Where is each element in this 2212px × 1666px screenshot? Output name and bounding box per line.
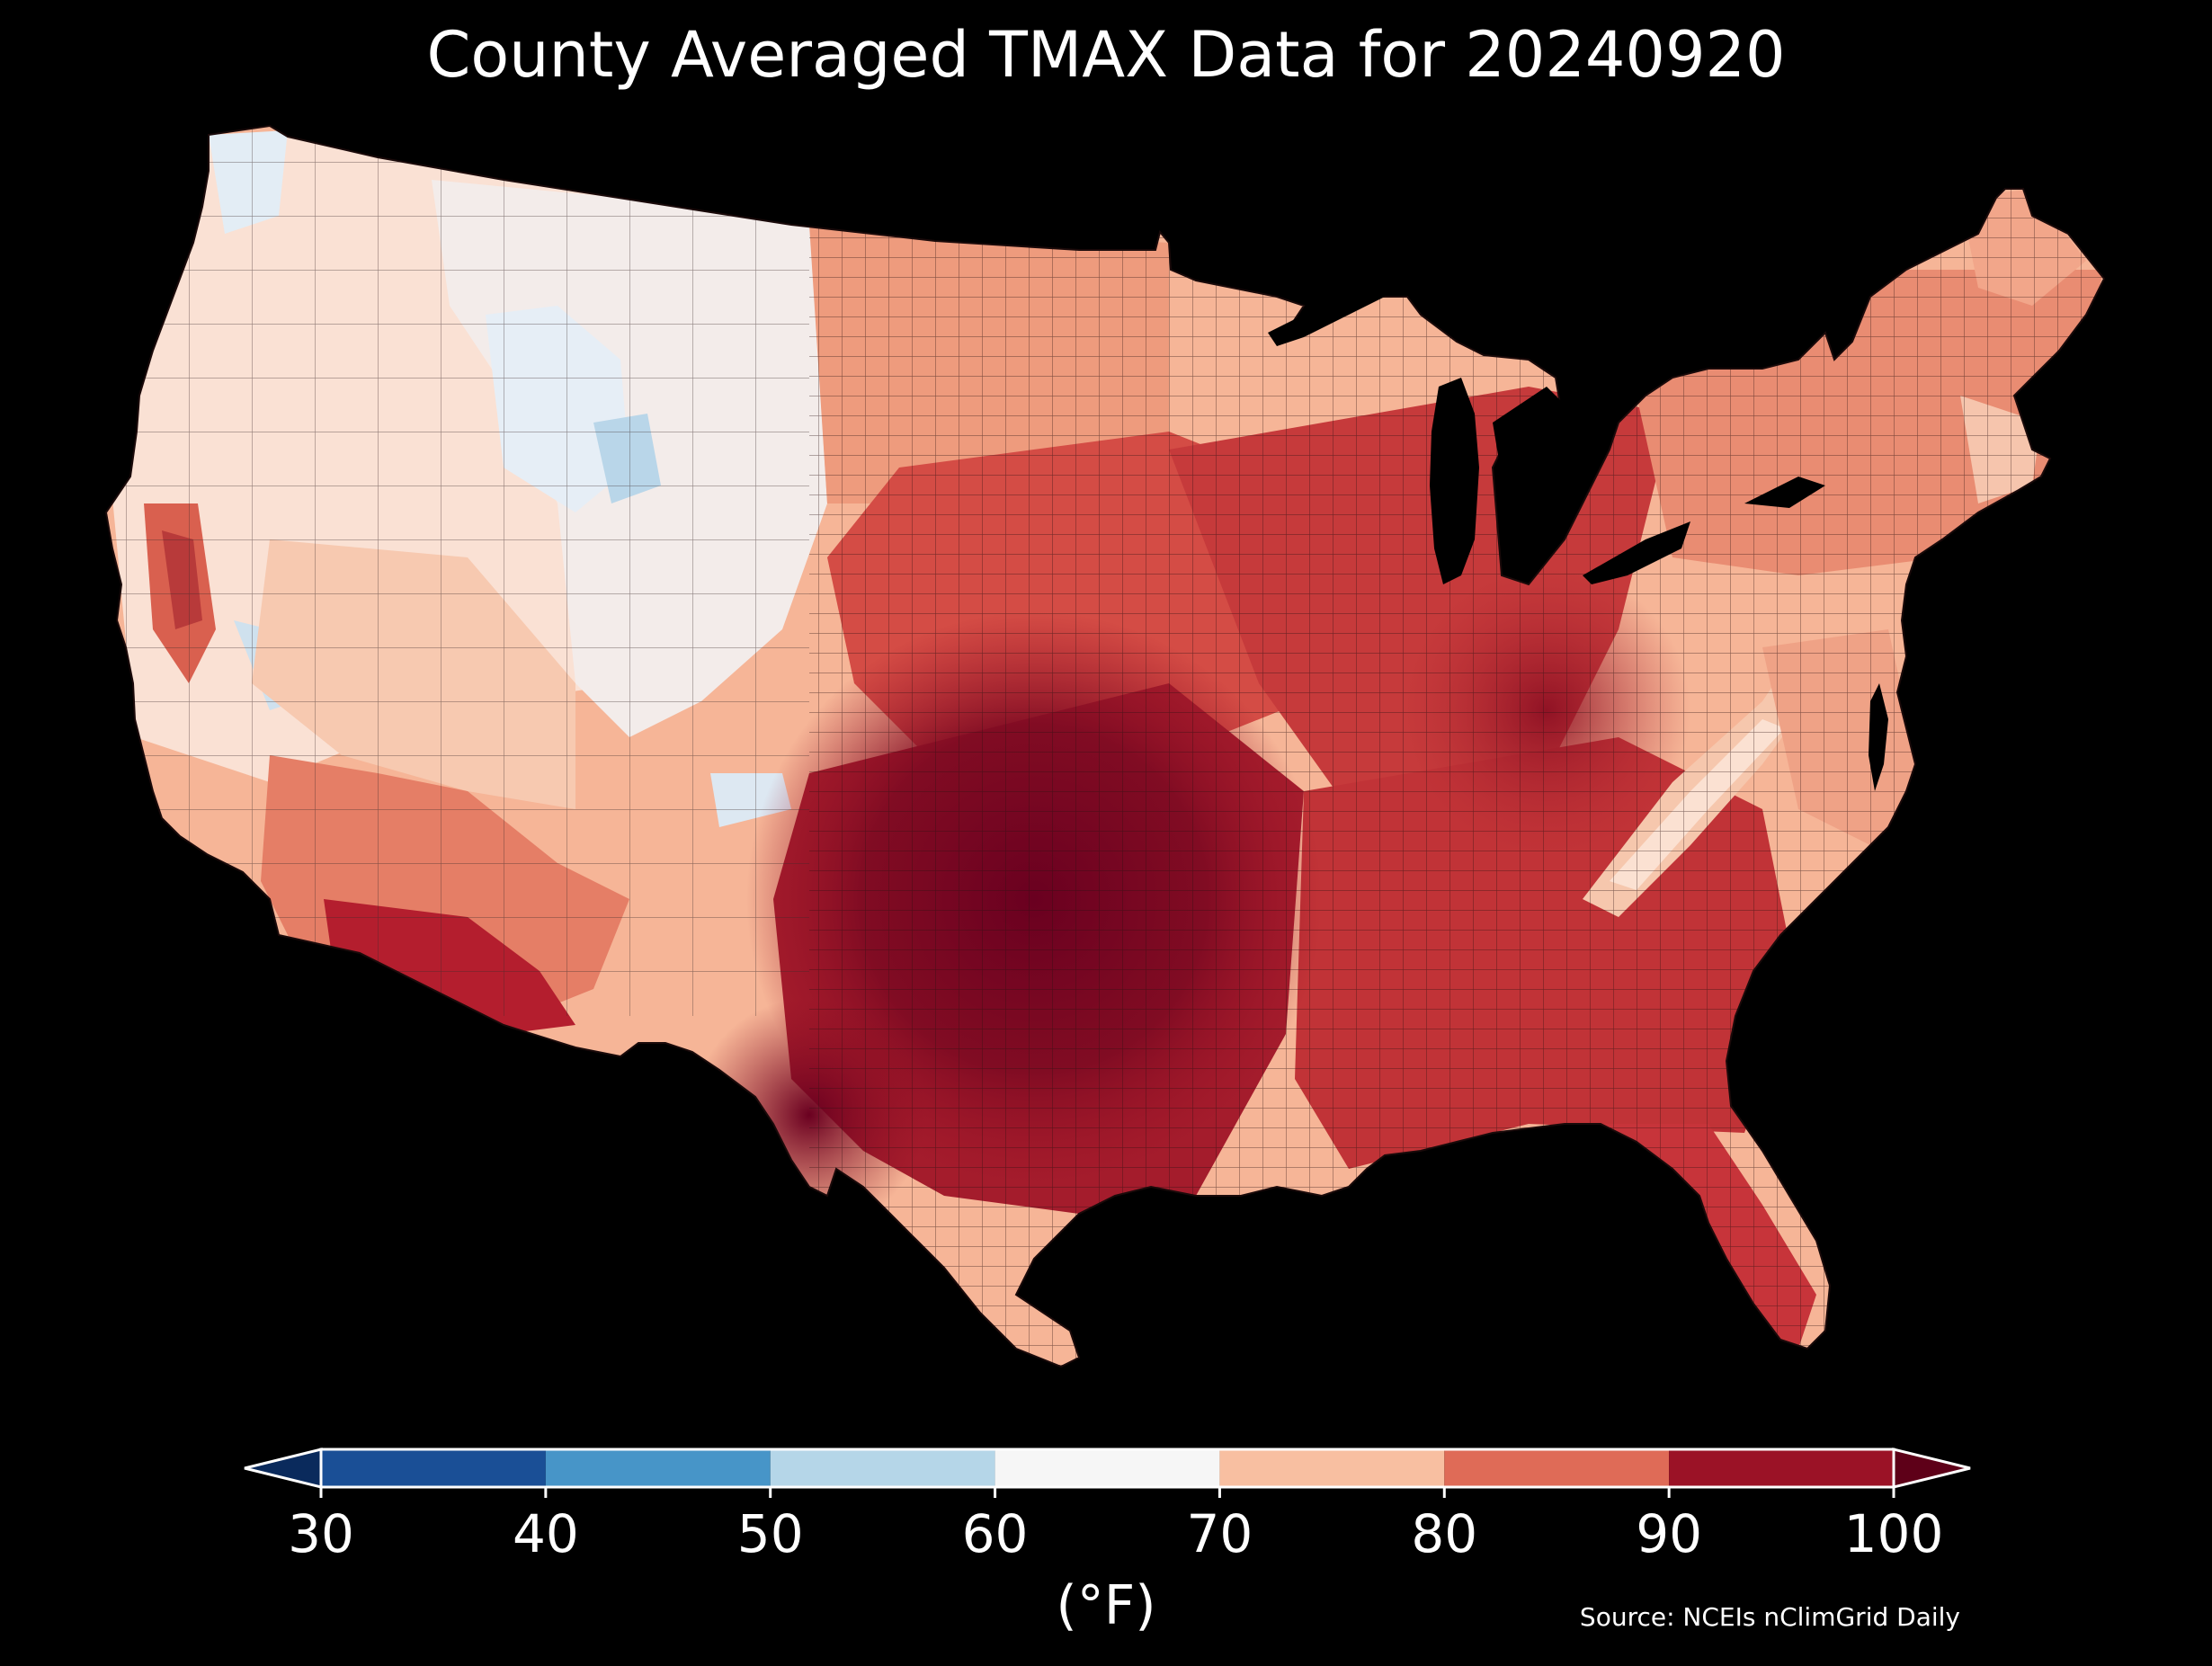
colorbar-under-triangle [244,1448,323,1489]
colorbar-frame [319,1448,1895,1489]
great-lakes [1268,288,1888,791]
colorbar-bin-60-70 [995,1449,1220,1487]
colorbar-tick-label: 100 [1844,1503,1944,1564]
colorbar-bin-40-50 [545,1449,771,1487]
colorbar-bin-30-40 [321,1449,546,1487]
colorbar-bin-80-90 [1444,1449,1670,1487]
colorbar-unit-label: (°F) [1056,1574,1156,1637]
colorbar-tick-label: 90 [1636,1503,1702,1564]
colorbar-bin-90-100 [1669,1449,1894,1487]
colorbar-bin-50-60 [770,1449,995,1487]
colorbar-tick-label: 50 [737,1503,804,1564]
colorbar-over-triangle [1892,1448,1971,1489]
colorbar-bin-70-80 [1219,1449,1445,1487]
map-title: County Averaged TMAX Data for 20240920 [426,18,1786,92]
colorbar-tick-label: 30 [288,1503,354,1564]
colorbar-tick-label: 80 [1411,1503,1477,1564]
colorbar-tick-label: 40 [513,1503,579,1564]
colorbar-ticks: 30 40 50 60 70 80 90 100 [288,1487,1943,1564]
colorbar-tick-label: 70 [1187,1503,1253,1564]
colorbar-bins [321,1449,1894,1487]
colorbar-tick-label: 60 [962,1503,1029,1564]
source-credit: Source: NCEIs nClimGrid Daily [1579,1602,1960,1632]
